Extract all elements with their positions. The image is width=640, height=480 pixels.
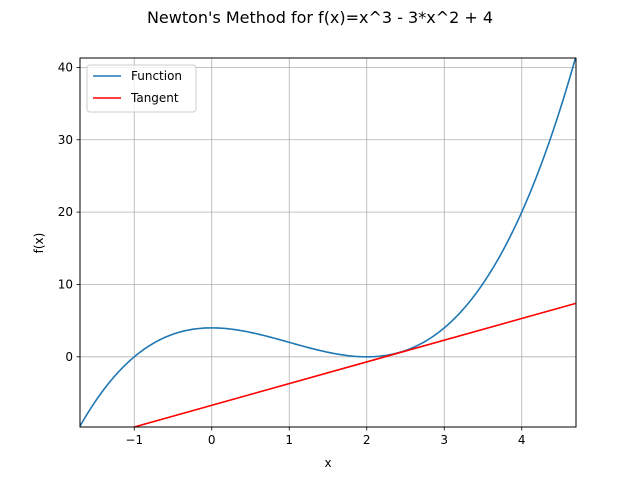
x-tick-label: 0 <box>208 433 216 447</box>
y-tick-label: 10 <box>58 277 73 291</box>
y-tick-label: 0 <box>65 350 73 364</box>
x-tick-label: 4 <box>518 433 526 447</box>
series-line-function <box>80 58 576 427</box>
x-tick-label: −1 <box>125 433 143 447</box>
x-tick-label: 1 <box>285 433 293 447</box>
series-layer <box>80 58 576 427</box>
y-axis-label: f(x) <box>32 233 46 254</box>
series-line-tangent <box>133 302 576 427</box>
x-axis-label: x <box>324 456 331 470</box>
legend-label-tangent: Tangent <box>130 91 179 105</box>
x-axis-ticks: −1 0 1 2 3 4 <box>125 427 526 447</box>
chart-title: Newton's Method for f(x)=x^3 - 3*x^2 + 4 <box>147 8 493 27</box>
legend: Function Tangent <box>86 64 197 113</box>
grid-lines <box>80 58 576 427</box>
y-tick-label: 30 <box>58 133 73 147</box>
legend-label-function: Function <box>131 69 182 83</box>
y-axis-ticks: 0 10 20 30 40 <box>58 60 80 364</box>
x-tick-label: 2 <box>363 433 371 447</box>
y-tick-label: 20 <box>58 205 73 219</box>
y-tick-label: 40 <box>58 60 73 74</box>
plot-frame <box>79 57 577 428</box>
x-tick-label: 3 <box>440 433 448 447</box>
